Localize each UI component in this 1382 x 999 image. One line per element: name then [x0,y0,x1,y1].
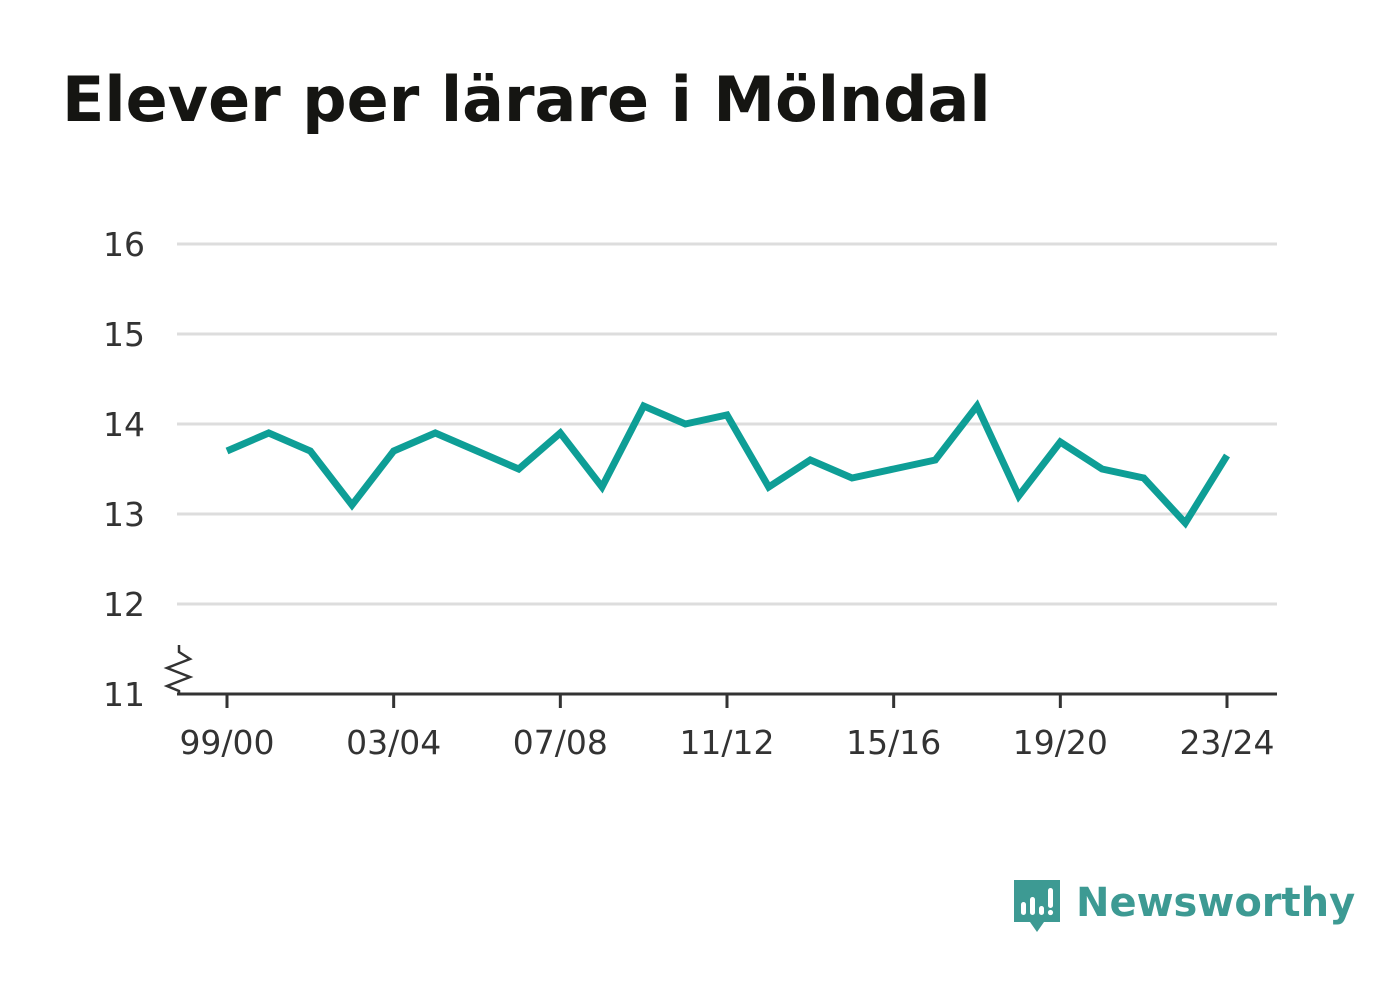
series-line [225,399,1230,529]
y-tick-label: 12 [103,585,145,624]
x-tick-label: 03/04 [346,723,441,762]
x-tick-label: 11/12 [679,723,774,762]
x-tick-label: 23/24 [1179,723,1274,762]
axes: 11 12 13 14 15 16 99/00 03/04 07/08 11/12 15/16 19/… [103,225,1277,762]
x-tick-label: 15/16 [846,723,941,762]
x-tick-label: 07/08 [513,723,608,762]
y-tick-label: 15 [103,315,145,354]
y-axis-break [163,645,194,694]
y-tick-label: 13 [103,495,145,534]
newsworthy-brand: Newsworthy [1010,876,1355,942]
chart-title: Elever per lärare i Mölndal [62,63,991,136]
y-tick-label: 11 [103,675,145,714]
gridlines [177,242,1277,606]
y-tick-label: 14 [103,405,145,444]
y-tick-label: 16 [103,225,145,264]
x-tick-label: 99/00 [179,723,274,762]
brand-name: Newsworthy [1076,880,1356,926]
newsworthy-logo-icon [1014,880,1060,932]
series [225,399,1230,529]
x-tick-label: 19/20 [1013,723,1108,762]
